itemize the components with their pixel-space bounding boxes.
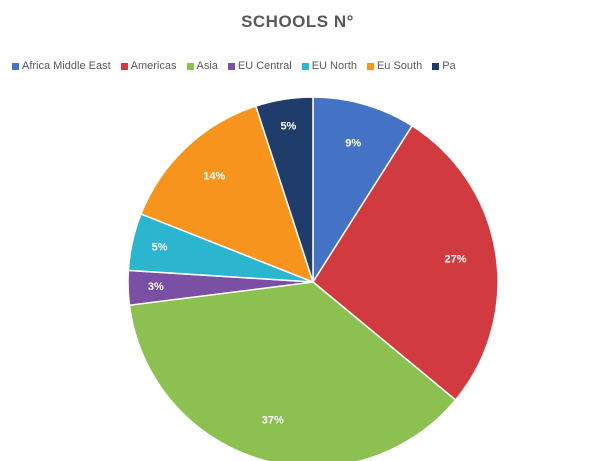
slice-label: 37% [262, 414, 284, 426]
legend-label: Eu South [376, 60, 423, 73]
slice-label: 3% [148, 281, 164, 293]
legend-swatch [12, 62, 19, 70]
legend-label: EU North [311, 60, 357, 73]
legend-label: Pa [442, 60, 456, 73]
legend-item: EU North [301, 60, 357, 73]
legend-item: Eu South [366, 60, 423, 73]
legend-swatch [301, 62, 309, 70]
legend-swatch [366, 62, 374, 70]
legend-swatch [227, 62, 235, 70]
legend-item: Americas [120, 60, 177, 73]
slice-label: 9% [345, 137, 361, 149]
legend-item: EU Central [227, 60, 292, 73]
slice-label: 5% [280, 121, 296, 133]
legend-label: EU Central [237, 60, 292, 73]
slice-label: 27% [445, 253, 467, 265]
legend-swatch [432, 62, 440, 70]
chart-title: SCHOOLS N° [241, 12, 354, 31]
legend-label: Africa Middle East [22, 60, 111, 73]
chart-legend: Africa Middle East Americas Asia EU Central… [12, 60, 595, 72]
pie-slice [312, 124, 499, 401]
slice-label: 14% [203, 171, 225, 183]
legend-label: Asia [196, 60, 218, 73]
pie-slice [128, 281, 457, 461]
slice-label: 5% [152, 242, 168, 254]
legend-label: Americas [130, 60, 177, 73]
legend-item: Pa [432, 60, 456, 73]
legend-swatch [186, 62, 194, 70]
legend-swatch [120, 62, 128, 70]
legend-item: Asia [186, 60, 218, 73]
pie-slice [254, 96, 314, 283]
pie-slice [312, 96, 414, 285]
legend-item: Africa Middle East [12, 60, 111, 72]
